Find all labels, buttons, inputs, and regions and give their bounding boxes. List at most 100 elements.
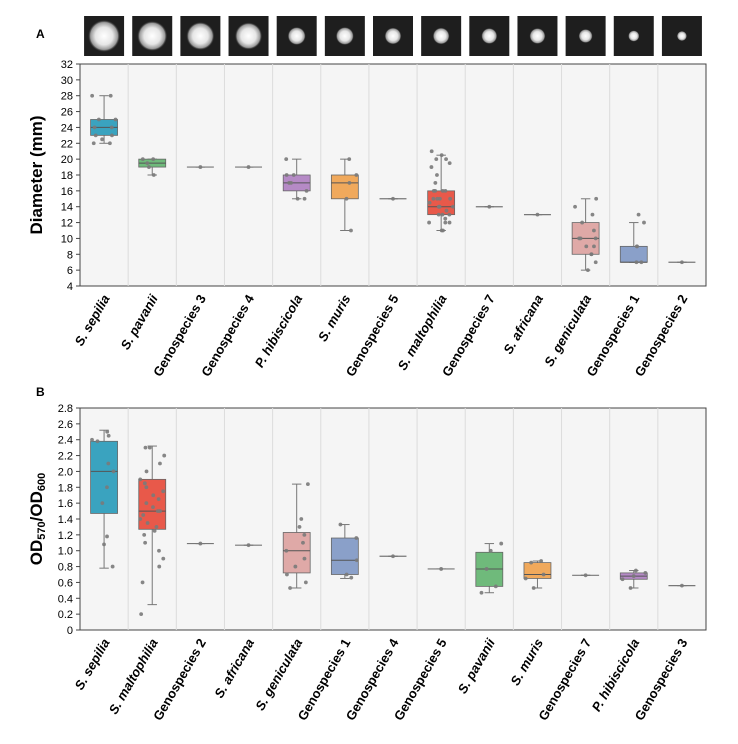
panel-a-y-tick-label: 8 — [67, 249, 73, 261]
panel-b-box-rect-s-geniculata — [282, 532, 311, 574]
colony-image-2-colony — [137, 21, 168, 51]
panel-a-y-tick-label: 12 — [61, 218, 73, 230]
panel-b-point-s-maltophilia — [144, 485, 149, 490]
panel-b-y-label: OD570/OD600 — [27, 473, 48, 565]
panel-a-point-s-maltophilia — [444, 208, 449, 213]
panel-b-x-label-s-sepilia: S. sepilia — [71, 636, 112, 692]
panel-b-point-s-geniculata — [303, 580, 308, 585]
panel-b-point-s-maltophilia — [139, 612, 144, 617]
panel-b-y-tick-label: 1.2 — [58, 530, 73, 542]
panel-a-box-genospecies-2 — [668, 260, 696, 265]
panel-b-x-label-s-maltophilia: S. maltophilia — [106, 636, 161, 717]
panel-a-box-genospecies-4 — [235, 165, 263, 169]
panel-a-point-s-sepilia — [113, 117, 118, 122]
colony-image-6-colony — [335, 27, 354, 45]
panel-b-box-genospecies-7 — [572, 573, 600, 578]
colony-image-10 — [517, 16, 558, 56]
panel-b-point-s-maltophilia — [157, 564, 162, 569]
panel-b-box-genospecies-4 — [379, 554, 407, 559]
colony-image-11 — [565, 16, 606, 56]
panel-b-box-rect-s-muris — [523, 562, 552, 579]
panel-b-y-tick-label: 0 — [67, 625, 73, 637]
panel-a-x-label-genospecies-4: Genospecies 4 — [198, 291, 257, 379]
panel-b-point-s-pavanii — [484, 567, 489, 571]
panel-a-box-s-muris — [330, 157, 359, 233]
panel-a-point-s-sepilia — [96, 117, 101, 122]
panel-a-point-p-hibiscicola — [287, 181, 292, 185]
panel-b-point-s-pavanii — [493, 584, 498, 589]
panel-a-point-genospecies-1 — [639, 260, 644, 265]
panel-b-point-s-geniculata — [299, 517, 304, 521]
panel-a-point-s-sepilia — [108, 141, 112, 146]
panel-a-point-s-maltophilia — [433, 181, 438, 185]
panel-a-point-s-sepilia — [100, 137, 105, 142]
panel-b-y-label-sub2: 600 — [36, 473, 48, 491]
panel-a-y-tick-label: 18 — [61, 170, 73, 182]
panel-a-point-genospecies-1 — [635, 244, 639, 249]
panel-a-box-rect-genospecies-1 — [619, 245, 648, 263]
panel-a-point-genospecies-3 — [198, 165, 203, 169]
panel-a-point-s-maltophilia — [429, 165, 434, 169]
panel-b-x-label-s-africana: S. africana — [211, 636, 257, 700]
panel-b-y-tick-label: 1.4 — [58, 514, 73, 526]
panel-b-y-tick-label: 0.2 — [58, 609, 73, 621]
panel-b-point-s-maltophilia — [143, 445, 148, 450]
panel-b-point-s-maltophilia — [151, 505, 155, 510]
panel-b-y-axis: 0 0.2 0.4 0.6 0.8 1.0 1.2 1.4 1.6 1.8 2.0 2.2 2.4 2.6… — [58, 403, 80, 637]
panel-a-point-s-maltophilia — [443, 188, 448, 193]
colony-image-12 — [613, 16, 654, 56]
colony-image-3 — [180, 16, 221, 56]
panel-a-x-label-s-muris: S. muris — [315, 292, 354, 344]
panel-b-point-p-hibiscicola — [631, 574, 636, 578]
panel-a-point-s-geniculata — [578, 236, 583, 241]
panel-b-letter: B — [36, 385, 45, 399]
panel-a-point-s-sepilia — [110, 133, 114, 138]
panel-a-box-genospecies-3 — [186, 165, 214, 169]
panel-b-point-s-geniculata — [284, 548, 289, 553]
panel-b-y-label-sep: /OD — [27, 491, 46, 521]
panel-b-box-s-sepilia — [90, 429, 118, 569]
panel-b-point-p-hibiscicola — [643, 571, 648, 575]
panel-a-point-genospecies-5 — [391, 196, 395, 201]
panel-a-point-s-geniculata — [580, 220, 585, 225]
panel-b-point-s-maltophilia — [145, 521, 150, 525]
panel-a-y-tick-label: 28 — [61, 91, 73, 103]
panel-b-point-s-pavanii — [479, 590, 484, 595]
colony-image-2 — [132, 16, 173, 56]
panel-a-point-s-muris — [354, 173, 359, 177]
panel-b-point-s-maltophilia — [140, 580, 145, 585]
colony-image-13-colony — [676, 31, 687, 41]
panel-b-point-s-muris — [523, 576, 528, 581]
panel-b-point-s-sepilia — [106, 433, 111, 438]
colony-image-row — [84, 16, 702, 56]
panel-b-point-s-maltophilia — [142, 481, 147, 486]
panel-b-box-rect-genospecies-1 — [330, 537, 359, 575]
panel-b-point-s-sepilia — [110, 564, 115, 569]
panel-b-point-s-maltophilia — [158, 461, 162, 466]
panel-a-point-s-maltophilia — [427, 200, 432, 205]
panel-a-point-s-geniculata — [594, 196, 599, 201]
panel-b-point-p-hibiscicola — [620, 577, 625, 582]
panel-b-y-tick-label: 1.0 — [58, 546, 73, 558]
panel-a-letter: A — [36, 27, 45, 41]
panel-b-point-s-maltophilia — [144, 469, 149, 474]
panel-a-point-s-maltophilia — [436, 212, 441, 217]
panel-a-point-s-maltophilia — [448, 196, 453, 201]
panel-a-box-s-africana — [523, 212, 551, 217]
panel-b-point-s-maltophilia — [157, 548, 161, 553]
panel-a-point-s-maltophilia — [440, 212, 445, 217]
panel-b-grid — [127, 408, 659, 630]
panel-a-point-s-muris — [349, 228, 353, 233]
panel-b-x-label-p-hibiscicola: P. hibiscicola — [589, 636, 643, 714]
panel-a-point-s-maltophilia — [439, 153, 444, 158]
panel-b-point-s-geniculata — [305, 482, 310, 487]
panel-a-boxes — [90, 93, 696, 273]
panel-b-point-s-pavanii — [488, 548, 493, 553]
panel-b-point-s-geniculata — [301, 540, 305, 545]
panel-b-box-rect-s-sepilia — [90, 440, 118, 514]
panel-a-box-genospecies-7 — [475, 204, 503, 209]
panel-a-point-p-hibiscicola — [295, 196, 300, 201]
panel-a-y-tick-label: 6 — [67, 265, 73, 277]
